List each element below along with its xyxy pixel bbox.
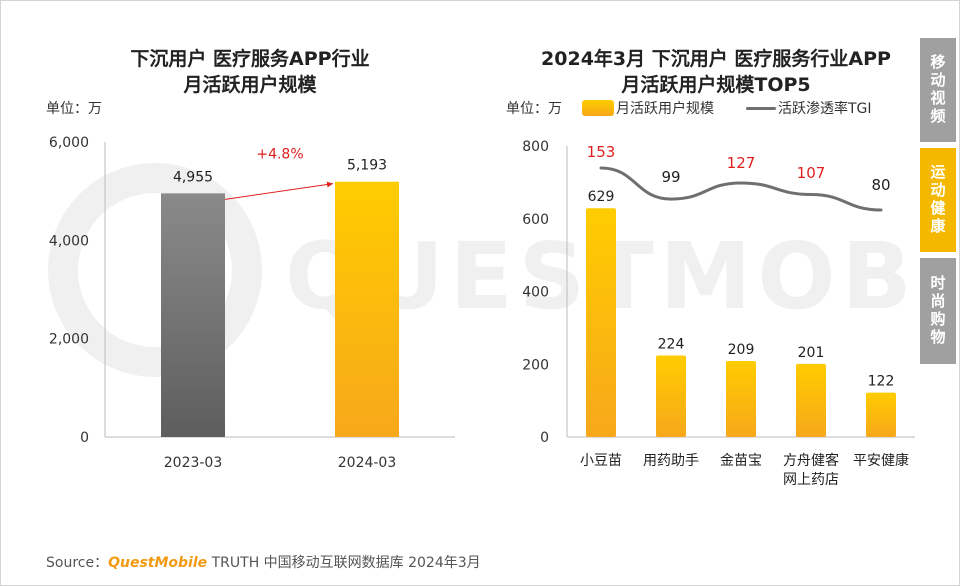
right-bar [866, 392, 896, 437]
right-bar [656, 355, 686, 437]
source-suffix: TRUTH 中国移动互联网数据库 2024年3月 [211, 555, 481, 571]
right-bar-value-label: 209 [728, 342, 755, 358]
left-title-line1: 下沉用户 医疗服务APP行业 [130, 48, 370, 70]
source-prefix: Source： [46, 555, 109, 571]
legend-bar-swatch [582, 100, 614, 116]
side-tab-health-label: 运动健康 [928, 164, 947, 236]
legend-line-swatch [746, 106, 776, 110]
left-x-tick-label: 2023-03 [164, 455, 223, 471]
left-bar-value-label: 4,955 [173, 169, 213, 185]
right-y-tick-label: 0 [540, 430, 549, 446]
tgi-value-label: 127 [727, 154, 756, 172]
right-bar [586, 208, 616, 437]
right-y-tick-label: 200 [522, 357, 549, 373]
right-bar-value-label: 629 [588, 189, 615, 205]
left-bar-value-label: 5,193 [347, 158, 387, 174]
tgi-value-label: 153 [587, 143, 616, 161]
growth-arrow [224, 181, 334, 200]
side-tab-video[interactable]: 移动视频 [920, 38, 956, 142]
side-tab-fashion-label: 时尚购物 [928, 275, 947, 347]
side-tab-video-label: 移动视频 [928, 54, 947, 126]
tgi-value-label: 80 [871, 176, 890, 194]
left-bar [335, 181, 399, 437]
right-x-tick-label: 网上药店 [783, 472, 839, 488]
side-tab-health[interactable]: 运动健康 [920, 148, 956, 252]
left-chart-title: 下沉用户 医疗服务APP行业 月活跃用户规模 [80, 46, 420, 98]
right-title-line1: 2024年3月 下沉用户 医疗服务行业APP [541, 48, 891, 70]
right-x-tick-label: 小豆苗 [580, 453, 622, 469]
source-brand: QuestMobile [108, 555, 208, 571]
tgi-value-label: 107 [797, 164, 826, 182]
tgi-value-label: 99 [661, 168, 680, 186]
right-bar [796, 363, 826, 437]
right-y-tick-label: 400 [522, 285, 549, 301]
tgi-line [599, 166, 883, 212]
right-x-tick-label: 金苗宝 [720, 453, 762, 469]
right-unit-label: 单位：万 [506, 101, 562, 117]
left-y-tick-label: 6,000 [49, 135, 89, 151]
legend-bar-label: 月活跃用户规模 [616, 101, 714, 117]
left-y-tick-label: 0 [80, 430, 89, 446]
right-chart-title: 2024年3月 下沉用户 医疗服务行业APP 月活跃用户规模TOP5 [506, 46, 926, 98]
right-x-tick-label: 用药助手 [643, 453, 699, 469]
right-title-line2: 月活跃用户规模TOP5 [621, 74, 811, 96]
legend-line: 活跃渗透率TGI [746, 98, 872, 118]
right-chart: 0 200 400 600 800 629 224 209 201 122 小豆苗 用药助手 金苗宝 方舟… [522, 139, 915, 488]
right-bar-value-label: 224 [658, 337, 685, 353]
left-unit-label: 单位：万 [46, 101, 102, 117]
right-bar [726, 360, 756, 437]
left-title-line2: 月活跃用户规模 [183, 74, 317, 96]
left-x-tick-label: 2024-03 [338, 455, 397, 471]
right-x-tick-label: 平安健康 [853, 452, 909, 469]
legend-bar: 月活跃用户规模 [582, 98, 714, 118]
legend-line-label: 活跃渗透率TGI [778, 101, 872, 117]
source-note: Source：QuestMobile TRUTH 中国移动互联网数据库 2024… [46, 552, 481, 572]
left-bar [161, 193, 225, 437]
right-y-tick-label: 800 [522, 139, 549, 155]
right-bar-value-label: 201 [798, 345, 825, 361]
growth-annotation: +4.8% [256, 147, 303, 163]
side-tab-fashion[interactable]: 时尚购物 [920, 258, 956, 364]
left-y-tick-label: 2,000 [49, 332, 89, 348]
left-y-tick-label: 4,000 [49, 233, 89, 249]
right-x-tick-label: 方舟健客 [783, 452, 839, 469]
left-chart: 0 2,000 4,000 6,000 4,955 2023-03 5,193 2024-03… [49, 135, 455, 471]
right-bar-value-label: 122 [868, 374, 895, 390]
right-y-tick-label: 600 [522, 212, 549, 228]
